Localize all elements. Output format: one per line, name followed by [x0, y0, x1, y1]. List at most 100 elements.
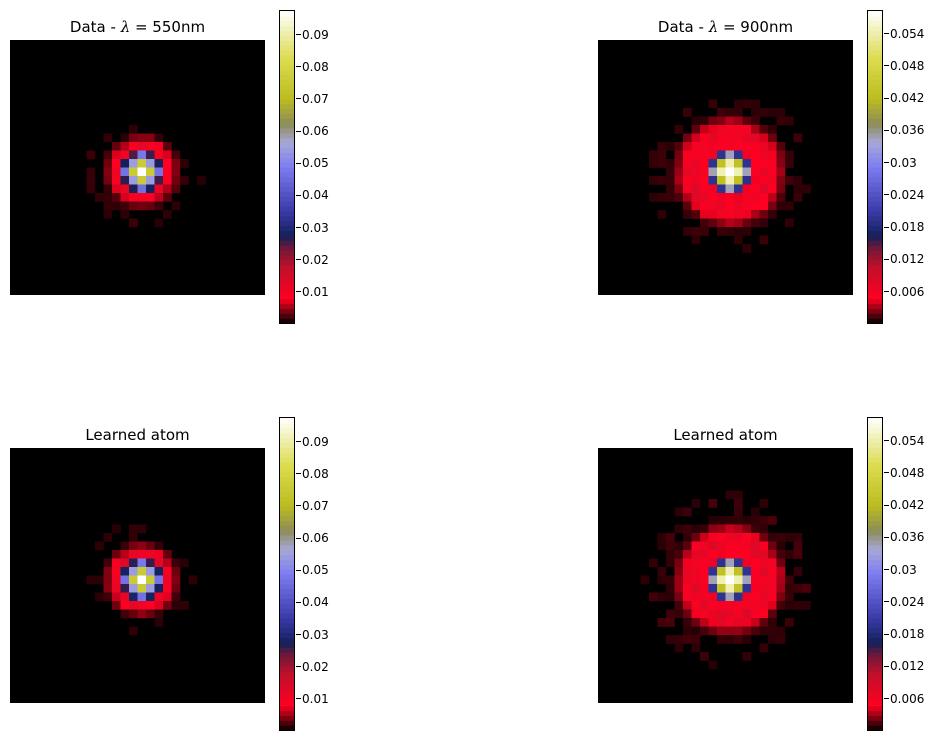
colorbar-tick [296, 473, 301, 475]
heatmap-cell [691, 499, 701, 508]
colorbar-segment [280, 583, 294, 590]
heatmap-cell [691, 150, 701, 160]
heatmap-cell [657, 567, 667, 576]
heatmap-cell [691, 142, 701, 151]
colorbar-segment [280, 661, 294, 668]
colorbar-tick-label: 0.012 [890, 252, 925, 267]
heatmap-cell [171, 159, 181, 168]
heatmap-cell [717, 584, 726, 593]
heatmap-cell [708, 575, 718, 585]
heatmap-cell [666, 550, 675, 559]
colorbar-segment [868, 695, 882, 702]
heatmap-cell [700, 558, 709, 568]
heatmap-cell [103, 533, 113, 542]
colorbar-segment [868, 264, 882, 270]
heatmap-cell [751, 108, 760, 117]
colorbar-segment [868, 700, 882, 707]
heatmap-cell [768, 184, 777, 194]
colorbar-tick [296, 505, 301, 507]
heatmap-cell [666, 592, 675, 602]
heatmap-cell [725, 167, 735, 177]
heatmap-cell [95, 541, 104, 551]
colorbar-tick [884, 129, 889, 131]
colorbar-segment [280, 564, 294, 570]
heatmap-cell [776, 142, 786, 151]
colorbar-segment [280, 230, 294, 236]
heatmap-cell [103, 133, 113, 143]
heatmap-cell [86, 167, 96, 177]
heatmap-cell [768, 601, 777, 610]
heatmap-cell [742, 99, 752, 109]
colorbar-tick-label: 0.03 [302, 627, 329, 642]
heatmap-cell [708, 601, 718, 610]
colorbar-segment [280, 279, 294, 285]
heatmap-cell [112, 176, 121, 185]
colorbar-tick-label: 0.09 [302, 434, 329, 449]
heatmap-cell [785, 584, 794, 593]
colorbar-segment [868, 269, 882, 275]
heatmap-cell [708, 150, 718, 160]
colorbar-tick [296, 66, 301, 68]
heatmap-cell [742, 176, 752, 185]
heatmap-cell [683, 159, 692, 168]
heatmap-cell [734, 499, 743, 508]
colorbar-segment [280, 89, 294, 95]
heatmap-cell [163, 142, 172, 151]
colorbar-tick-label: 0.04 [302, 188, 329, 203]
heatmap-cell [674, 125, 684, 134]
colorbar-tick [296, 291, 301, 293]
colorbar-segment [868, 235, 882, 241]
heatmap-cell [802, 601, 811, 610]
heatmap-cell [683, 635, 692, 644]
heatmap-cell [717, 201, 726, 211]
heatmap-cell [112, 601, 121, 610]
heatmap-cell [785, 592, 794, 602]
colorbar-segment [280, 25, 294, 32]
colorbar-segment [868, 103, 882, 110]
colorbar-segment [280, 520, 294, 526]
heatmap-cell [691, 601, 701, 610]
colorbar-segment [868, 491, 882, 497]
colorbar-segment [280, 457, 294, 463]
heatmap-cell [734, 533, 743, 542]
heatmap-cell [759, 176, 769, 185]
colorbar-segment [280, 496, 294, 502]
colorbar-segment [868, 549, 882, 556]
heatmap-cell [708, 550, 718, 559]
colorbar-segment [280, 525, 294, 531]
heatmap-cell [768, 142, 777, 151]
heatmap-cell [768, 592, 777, 602]
heatmap-cell [725, 184, 735, 194]
heatmap-cell [725, 150, 735, 160]
colorbar-segment [280, 284, 294, 290]
colorbar-segment [280, 35, 294, 41]
heatmap-cell [734, 626, 743, 636]
heatmap-cell [793, 184, 803, 194]
heatmap-cell [146, 184, 155, 194]
heatmap-cell [171, 558, 181, 568]
colorbar-segment [280, 471, 294, 478]
heatmap-cell [708, 116, 718, 126]
heatmap-cell [717, 184, 726, 194]
colorbar-segment [868, 254, 882, 261]
colorbar-segment [280, 530, 294, 536]
colorbar-segment [280, 632, 294, 638]
heatmap-cell [751, 193, 760, 202]
colorbar-segment [280, 491, 294, 497]
colorbar-segment [868, 308, 882, 314]
colorbar-segment [280, 422, 294, 429]
heatmap-cell [683, 592, 692, 602]
heatmap-cell [751, 507, 760, 517]
colorbar-tick-label: 0.036 [890, 123, 925, 138]
heatmap-cell [129, 601, 138, 610]
heatmap-cell [742, 193, 752, 202]
heatmap-cell [683, 201, 692, 211]
heatmap-cell [691, 592, 701, 602]
colorbar-segment [868, 588, 882, 595]
heatmap-cell [103, 167, 113, 177]
heatmap-cell [734, 159, 743, 168]
colorbar-segment [868, 471, 882, 478]
heatmap-cell [683, 609, 692, 619]
heatmap-cell [154, 575, 164, 585]
colorbar-segment [868, 293, 882, 300]
